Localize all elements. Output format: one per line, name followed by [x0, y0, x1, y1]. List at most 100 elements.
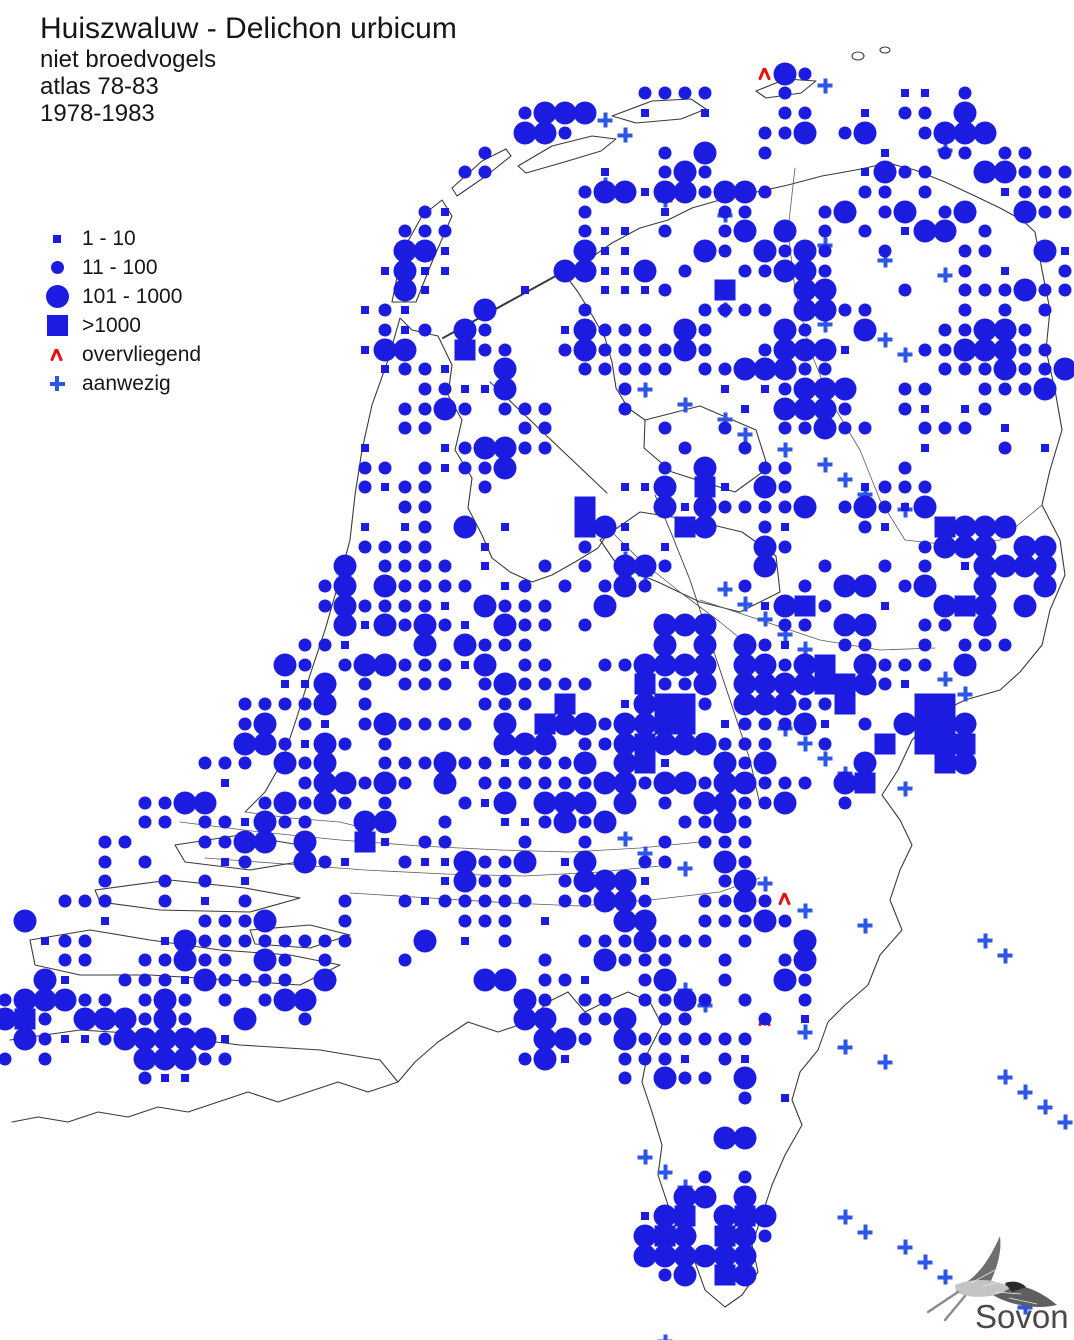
symbol-11-100: [918, 618, 932, 632]
symbol-101-1000: [193, 968, 217, 992]
symbol-11-100: [578, 776, 592, 790]
symbol-101-1000: [673, 613, 697, 637]
symbol-aanwezig: [617, 831, 633, 847]
symbol-101-1000: [613, 732, 637, 755]
symbol-11-100: [478, 914, 492, 928]
symbol-11-100: [78, 953, 92, 967]
symbol-11-100: [878, 205, 892, 219]
symbol-11-100: [818, 224, 832, 238]
symbol-1-10: [781, 641, 789, 649]
symbol-11-100: [398, 894, 412, 908]
symbol-11-100: [298, 776, 312, 790]
symbol-101-1000: [953, 751, 977, 775]
symbol-gt1000: [914, 693, 936, 715]
symbol-11-100: [478, 697, 492, 711]
symbol-11-100: [558, 973, 572, 987]
symbol-11-100: [738, 835, 752, 849]
symbol-11-100: [618, 343, 632, 356]
symbol-11-100: [898, 480, 912, 494]
symbol-101-1000: [493, 968, 517, 992]
red-caret-icon: [40, 349, 74, 361]
symbol-aanwezig: [597, 112, 613, 128]
symbol-101-1000: [33, 988, 57, 1012]
symbol-11-100: [638, 343, 652, 356]
symbol-11-100: [698, 185, 712, 199]
plus-icon: [40, 376, 74, 391]
symbol-101-1000: [693, 239, 717, 263]
symbol-11-100: [398, 224, 412, 238]
symbol-11-100: [678, 1071, 692, 1085]
symbol-101-1000: [473, 653, 497, 677]
symbol-11-100: [598, 579, 612, 593]
symbol-1-10: [381, 838, 389, 846]
symbol-101-1000: [773, 338, 797, 361]
symbol-101-1000: [773, 692, 797, 716]
symbol-101-1000: [953, 653, 977, 677]
symbol-101-1000: [793, 338, 817, 361]
symbol-1-10: [641, 187, 649, 196]
symbol-101-1000: [493, 377, 517, 401]
symbol-101-1000: [833, 574, 857, 598]
symbol-11-100: [598, 362, 612, 376]
symbol-101-1000: [473, 968, 497, 992]
symbol-11-100: [558, 874, 572, 888]
symbol-11-100: [778, 421, 792, 435]
symbol-101-1000: [573, 869, 597, 893]
symbol-101-1000: [973, 338, 997, 361]
symbol-101-1000: [553, 810, 577, 834]
symbol-11-100: [678, 1032, 692, 1046]
symbol-gt1000: [934, 713, 956, 735]
symbol-11-100: [578, 835, 592, 849]
symbol-11-100: [78, 894, 92, 908]
symbol-101-1000: [853, 653, 877, 677]
symbol-11-100: [998, 146, 1012, 159]
symbol-gt1000: [574, 516, 596, 538]
symbol-101-1000: [1033, 554, 1057, 578]
symbol-11-100: [578, 677, 592, 691]
symbol-aanwezig: [737, 427, 753, 442]
symbol-1-10: [341, 641, 349, 649]
symbol-101-1000: [953, 101, 977, 125]
symbol-101-1000: [513, 1007, 537, 1031]
symbol-11-100: [358, 697, 372, 711]
symbol-11-100: [758, 126, 772, 140]
symbol-11-100: [498, 776, 512, 790]
symbol-1-10: [101, 916, 109, 925]
symbol-101-1000: [673, 1224, 697, 1248]
symbol-11-100: [658, 283, 672, 297]
symbol-101-1000: [793, 929, 817, 952]
symbol-11-100: [418, 559, 432, 573]
symbol-101-1000: [653, 475, 677, 499]
legend-label: 101 - 1000: [82, 284, 183, 308]
symbol-101-1000: [693, 791, 717, 815]
symbol-101-1000: [473, 298, 497, 322]
symbol-11-100: [598, 737, 612, 750]
symbol-1-10: [441, 365, 449, 374]
symbol-aanwezig: [637, 382, 653, 397]
symbol-11-100: [538, 973, 552, 987]
symbol-11-100: [698, 362, 712, 376]
symbol-11-100: [478, 165, 492, 179]
symbol-11-100: [458, 717, 472, 731]
symbol-1-10: [481, 798, 489, 807]
symbol-1-10: [1041, 444, 1049, 452]
symbol-11-100: [738, 815, 752, 829]
symbol-11-100: [658, 165, 672, 179]
legend-item-large-circle: 101 - 1000: [40, 282, 201, 311]
symbol-1-10: [661, 207, 669, 216]
symbol-11-100: [338, 894, 352, 908]
symbol-overvliegend: [758, 68, 772, 80]
symbol-aanwezig: [837, 1039, 853, 1055]
subtitle-period: 1978-1983: [40, 100, 155, 127]
symbol-1-10: [441, 857, 449, 866]
symbol-11-100: [138, 993, 152, 1007]
symbol-101-1000: [353, 810, 377, 834]
symbol-101-1000: [953, 712, 977, 736]
symbol-11-100: [0, 1052, 12, 1066]
symbol-11-100: [318, 638, 332, 652]
symbol-11-100: [538, 677, 552, 691]
symbol-11-100: [238, 914, 252, 928]
symbol-11-100: [678, 815, 692, 829]
symbol-11-100: [418, 835, 432, 849]
symbol-101-1000: [873, 160, 897, 184]
